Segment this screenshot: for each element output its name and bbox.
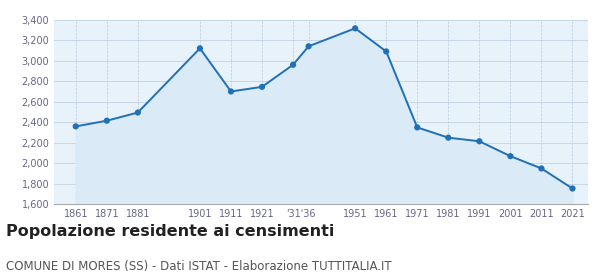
Point [226,89,236,94]
Point [506,154,515,158]
Point [257,85,267,89]
Point [133,110,143,115]
Text: COMUNE DI MORES (SS) - Dati ISTAT - Elaborazione TUTTITALIA.IT: COMUNE DI MORES (SS) - Dati ISTAT - Elab… [6,260,392,273]
Point [536,166,546,171]
Point [475,139,484,143]
Point [195,46,205,51]
Point [382,49,391,54]
Point [350,26,360,31]
Point [288,62,298,67]
Text: Popolazione residente ai censimenti: Popolazione residente ai censimenti [6,224,334,239]
Point [443,136,453,140]
Point [102,118,112,123]
Point [304,44,313,48]
Point [568,186,577,191]
Point [412,125,422,130]
Point [71,124,80,129]
